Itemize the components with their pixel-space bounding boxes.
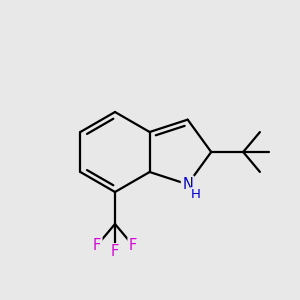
Text: N: N bbox=[182, 177, 193, 192]
Text: F: F bbox=[129, 238, 137, 253]
Text: F: F bbox=[93, 238, 101, 253]
Text: H: H bbox=[191, 188, 201, 201]
Text: F: F bbox=[111, 244, 119, 260]
